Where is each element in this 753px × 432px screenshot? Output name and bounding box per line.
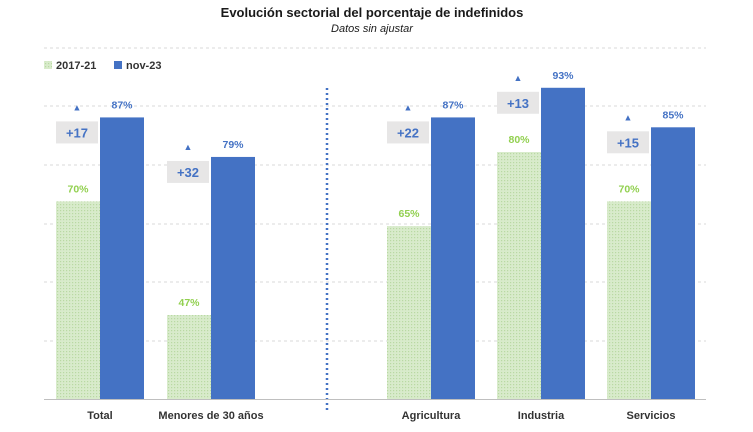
triangle-up-icon: ▲ (404, 102, 413, 112)
value-label: 93% (552, 70, 574, 82)
category-labels: Total Menores de 30 años Agricultura Indust… (87, 410, 675, 422)
value-label: 85% (662, 109, 684, 121)
value-label: 70% (67, 183, 89, 195)
legend-label: 2017-21 (56, 60, 96, 72)
triangle-up-icon: ▲ (624, 112, 633, 122)
bar-nov-23 (541, 87, 585, 399)
chart-subtitle: Datos sin ajustar (331, 23, 414, 35)
bar-2017-21 (607, 201, 651, 399)
category-label: Menores de 30 años (158, 410, 263, 422)
bar-nov-23 (431, 117, 475, 400)
category-label: Agricultura (402, 410, 462, 422)
value-label: 87% (111, 99, 133, 111)
bar-nov-23 (651, 127, 695, 400)
value-label: 87% (442, 99, 464, 111)
difference-box (167, 160, 209, 183)
bar-2017-21 (56, 201, 100, 399)
value-label: 79% (222, 139, 244, 151)
difference-label: +32 (177, 165, 199, 180)
category-label: Total (87, 410, 112, 422)
bar-2017-21 (167, 315, 211, 399)
bar-nov-23 (211, 156, 255, 399)
value-label: 47% (178, 297, 200, 309)
difference-annotations: ▲ +17 ▲ +32 ▲ +22 ▲ +13 ▲ +15 (56, 73, 649, 183)
legend: 2017-21 nov-23 (44, 60, 161, 72)
difference-box (387, 121, 429, 144)
value-label: 70% (618, 183, 640, 195)
category-label: Industria (518, 410, 565, 422)
bars (56, 87, 695, 400)
difference-label: +17 (66, 125, 88, 140)
triangle-up-icon: ▲ (73, 102, 82, 112)
bar-nov-23 (100, 117, 144, 400)
value-labels: 70% 87% 47% 79% 65% 87% 80% 93% 70% 85% (67, 70, 684, 309)
triangle-up-icon: ▲ (514, 73, 523, 83)
bar-2017-21 (497, 152, 541, 399)
legend-swatch (44, 61, 52, 69)
triangle-up-icon: ▲ (184, 142, 193, 152)
legend-swatch (114, 61, 122, 69)
difference-box (607, 131, 649, 154)
difference-label: +13 (507, 96, 529, 111)
difference-label: +22 (397, 125, 419, 140)
difference-box (56, 121, 98, 144)
legend-label: nov-23 (126, 60, 161, 72)
category-label: Servicios (627, 410, 676, 422)
difference-box (497, 91, 539, 114)
bar-2017-21 (387, 226, 431, 399)
difference-label: +15 (617, 135, 639, 150)
value-label: 80% (508, 134, 530, 146)
value-label: 65% (398, 208, 420, 220)
chart-title: Evolución sectorial del porcentaje de in… (221, 5, 524, 20)
gridlines (44, 47, 706, 342)
